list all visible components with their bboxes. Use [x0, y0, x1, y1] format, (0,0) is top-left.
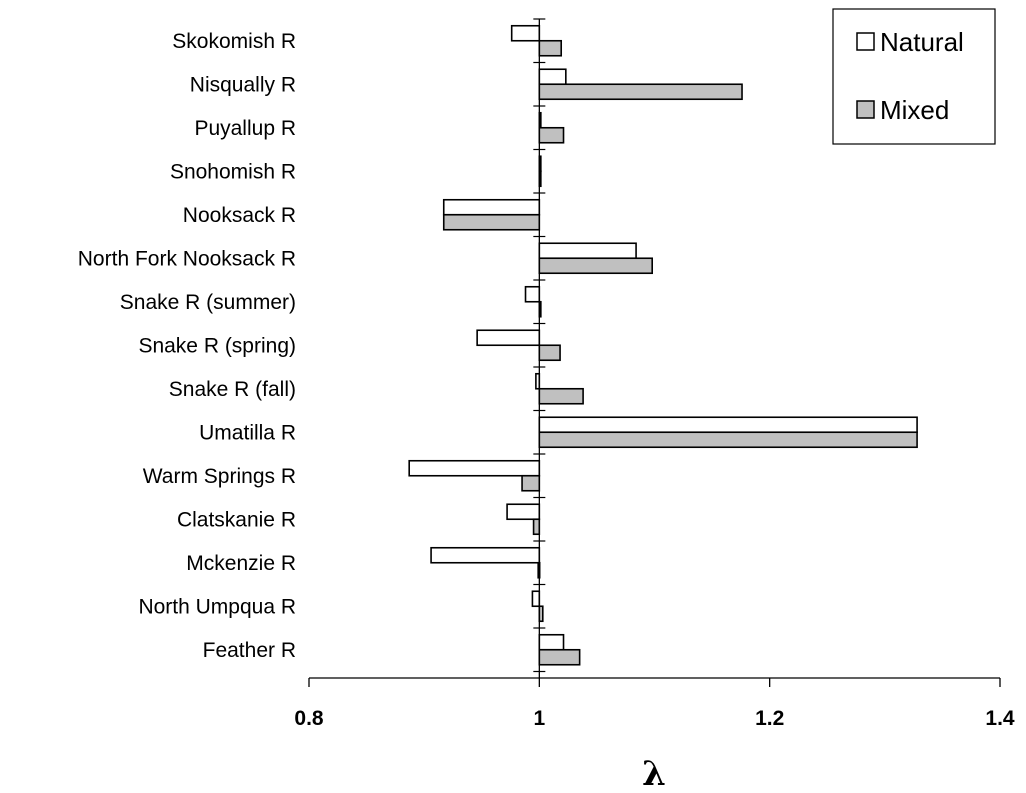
legend-swatch-natural [856, 32, 875, 51]
axis-layer: 0.8 1 1.2 1.4 [294, 18, 1015, 730]
category-label-north-umpqua-r: North Umpqua R [138, 595, 296, 618]
category-label-snake-r-summer: Snake R (summer) [120, 291, 296, 314]
bar-natural-skokomish-r [510, 24, 541, 42]
x-tick-label: 0.8 [294, 707, 324, 730]
labels-layer: Skokomish R Nisqually R Puyallup R Snohomis… [78, 30, 296, 662]
bar-mixed-nisqually-r [538, 83, 743, 101]
bar-mixed-north-fork-nooksack-r [538, 257, 653, 275]
bar-natural-mckenzie-r [430, 546, 541, 564]
category-label-snake-r-fall: Snake R (fall) [169, 378, 296, 401]
legend-label-mixed: Mixed [880, 95, 949, 125]
x-tick-label: 1 [533, 707, 545, 730]
x-tick-label: 1.2 [755, 707, 784, 730]
category-label-clatskanie-r: Clatskanie R [177, 508, 296, 531]
category-label-snake-r-spring: Snake R (spring) [138, 334, 296, 357]
category-label-nooksack-r: Nooksack R [183, 204, 296, 227]
category-label-north-fork-nooksack-r: North Fork Nooksack R [78, 247, 296, 270]
category-label-umatilla-r: Umatilla R [199, 421, 296, 444]
bar-mixed-snake-r-spring [538, 344, 561, 362]
bar-mixed-nooksack-r [442, 213, 541, 231]
bar-mixed-warm-springs-r [521, 474, 541, 492]
bar-natural-nisqually-r [538, 68, 567, 86]
bar-mixed-snake-r-fall [538, 387, 584, 405]
category-label-nisqually-r: Nisqually R [190, 73, 296, 96]
x-tick-label: 1.4 [985, 707, 1015, 730]
category-label-puyallup-r: Puyallup R [194, 117, 296, 140]
category-label-mckenzie-r: Mckenzie R [186, 552, 296, 575]
bar-natural-snake-r-summer [524, 285, 541, 303]
bar-mixed-umatilla-r [538, 431, 918, 449]
category-label-feather-r: Feather R [203, 639, 296, 662]
x-axis-title: λ [642, 754, 666, 793]
bar-mixed-feather-r [538, 648, 581, 666]
legend: Natural Mixed [832, 8, 996, 145]
bar-mixed-skokomish-r [538, 39, 563, 57]
bar-natural-feather-r [538, 633, 565, 651]
bar-natural-snake-r-spring [476, 329, 541, 347]
legend-box [832, 8, 996, 145]
legend-swatch-mixed [856, 100, 875, 119]
bar-natural-north-fork-nooksack-r [538, 242, 637, 260]
bars-layer [408, 24, 918, 666]
category-label-skokomish-r: Skokomish R [172, 30, 296, 53]
bar-natural-north-umpqua-r [531, 590, 541, 608]
bar-natural-clatskanie-r [506, 503, 541, 521]
bar-natural-warm-springs-r [408, 459, 541, 477]
category-label-snohomish-r: Snohomish R [170, 160, 296, 183]
legend-label-natural: Natural [880, 27, 964, 57]
bar-mixed-clatskanie-r [532, 518, 541, 536]
bar-mixed-puyallup-r [538, 126, 565, 144]
bar-natural-umatilla-r [538, 416, 918, 434]
bar-natural-nooksack-r [442, 198, 541, 216]
category-label-warm-springs-r: Warm Springs R [143, 465, 296, 488]
